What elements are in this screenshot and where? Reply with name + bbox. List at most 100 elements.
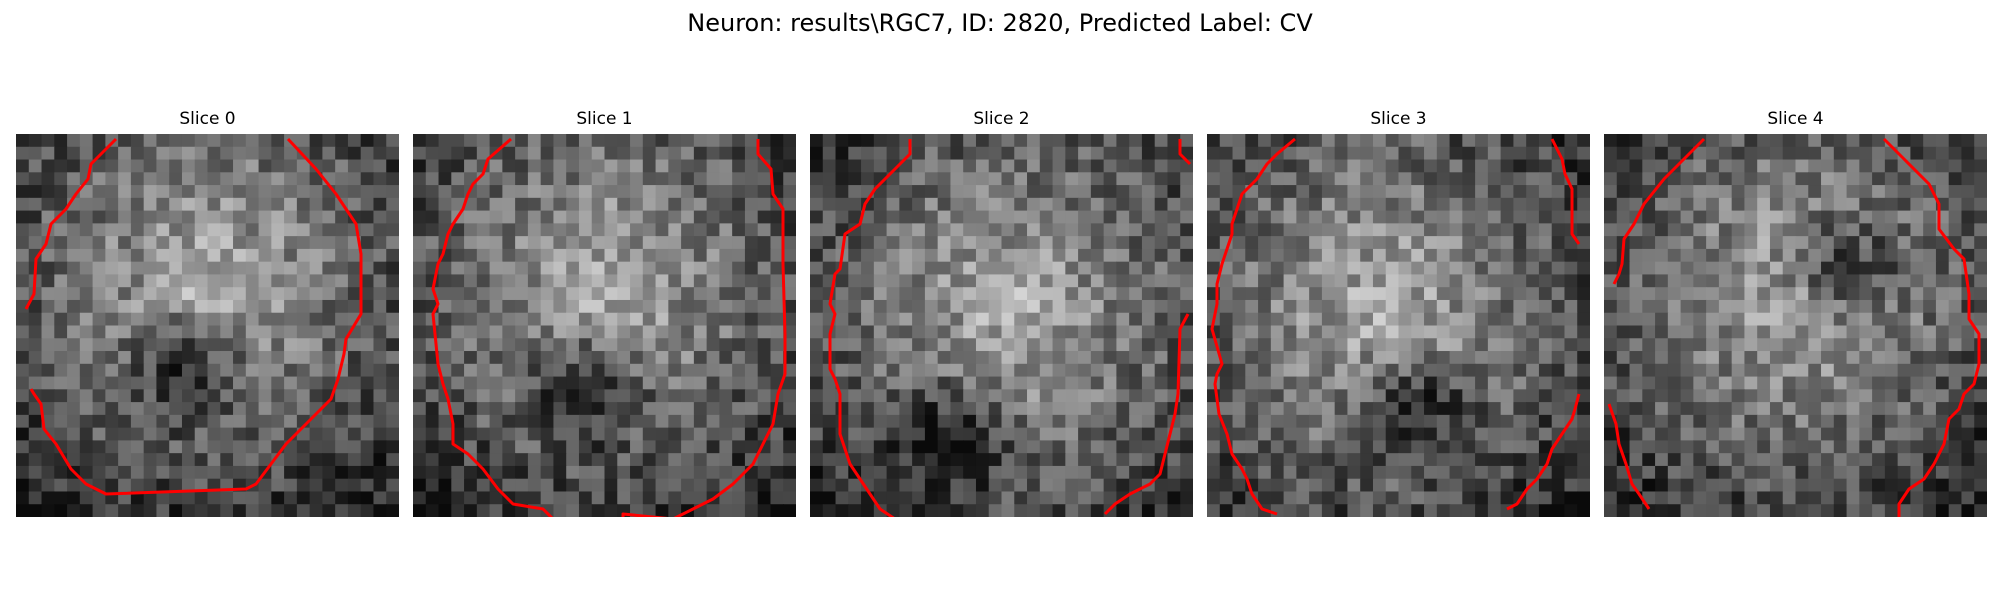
pixel (1667, 363, 1682, 378)
pixel (1961, 197, 1975, 212)
pixel (1782, 453, 1797, 467)
pixel (181, 185, 196, 199)
pixel (1360, 389, 1374, 403)
pixel (233, 325, 247, 339)
pixel (515, 414, 529, 429)
pixel (770, 491, 784, 505)
pixel (1808, 440, 1822, 454)
pixel (1270, 274, 1285, 288)
pixel (79, 287, 94, 301)
pixel (1642, 146, 1656, 161)
pixel (207, 325, 221, 339)
pixel (476, 389, 491, 403)
pixel (451, 376, 465, 390)
pixel (1706, 414, 1720, 429)
pixel (1180, 402, 1193, 416)
pixel (1141, 236, 1156, 250)
pixel (1321, 376, 1336, 390)
pixel (322, 453, 336, 467)
pixel (810, 197, 824, 212)
pixel (1769, 376, 1784, 390)
pixel (1642, 223, 1656, 237)
pixel (79, 491, 94, 505)
pixel (1935, 402, 1950, 416)
pixel (515, 146, 529, 161)
pixel (1846, 351, 1860, 365)
pixel (1116, 185, 1130, 199)
pixel (194, 287, 209, 301)
pixel (655, 478, 669, 493)
pixel (1821, 287, 1835, 301)
pixel (848, 491, 862, 505)
pixel (1449, 159, 1463, 173)
pixel (464, 478, 478, 493)
pixel (1731, 376, 1746, 390)
pixel (899, 312, 913, 327)
pixel (1129, 223, 1143, 237)
pixel (810, 185, 824, 199)
pixel (1436, 427, 1451, 441)
pixel (1642, 453, 1656, 467)
pixel (1795, 312, 1809, 327)
pixel (92, 312, 106, 327)
pixel (617, 465, 631, 480)
pixel (810, 402, 824, 416)
pixel (1167, 261, 1181, 276)
pixel (425, 389, 440, 403)
pixel (1538, 159, 1553, 173)
pixel (1526, 389, 1540, 403)
pixel (67, 478, 81, 493)
pixel (1680, 312, 1694, 327)
pixel (258, 504, 272, 517)
pixel (347, 185, 362, 199)
pixel (553, 312, 567, 327)
pixel (553, 134, 567, 148)
pixel (578, 261, 593, 276)
pixel (1500, 236, 1514, 250)
pixel (309, 363, 323, 378)
pixel (642, 146, 657, 161)
pixel (975, 376, 990, 390)
pixel (810, 465, 824, 480)
pixel (1718, 210, 1733, 224)
pixel (1270, 491, 1285, 505)
pixel (1154, 197, 1169, 212)
pixel (937, 414, 952, 429)
pixel (373, 453, 387, 467)
pixel (1090, 197, 1105, 212)
pixel (1347, 414, 1361, 429)
pixel (105, 414, 119, 429)
pixel (515, 287, 529, 301)
pixel (413, 299, 427, 314)
pixel (169, 478, 183, 493)
pixel (937, 478, 952, 493)
pixel (540, 414, 555, 429)
pixel (1436, 414, 1451, 429)
pixel (937, 236, 952, 250)
pixel (822, 172, 837, 186)
pixel (1219, 465, 1234, 480)
pixel (1795, 389, 1809, 403)
pixel (937, 274, 952, 288)
pixel (706, 402, 720, 416)
pixel (642, 478, 657, 493)
pixel (1910, 376, 1924, 390)
pixel (1475, 453, 1489, 467)
pixel (438, 146, 452, 161)
pixel (1078, 261, 1092, 276)
pixel (386, 274, 399, 288)
pixel (1604, 440, 1618, 454)
pixel (181, 376, 196, 390)
pixel (413, 338, 427, 352)
pixel (1475, 172, 1489, 186)
pixel (105, 146, 119, 161)
pixel (1475, 312, 1489, 327)
pixel (630, 172, 644, 186)
pixel (1795, 414, 1809, 429)
pixel (706, 172, 720, 186)
pixel (1706, 146, 1720, 161)
outline-segment (1506, 393, 1581, 511)
pixel (41, 185, 55, 199)
pixel (130, 414, 145, 429)
pixel (413, 223, 427, 237)
